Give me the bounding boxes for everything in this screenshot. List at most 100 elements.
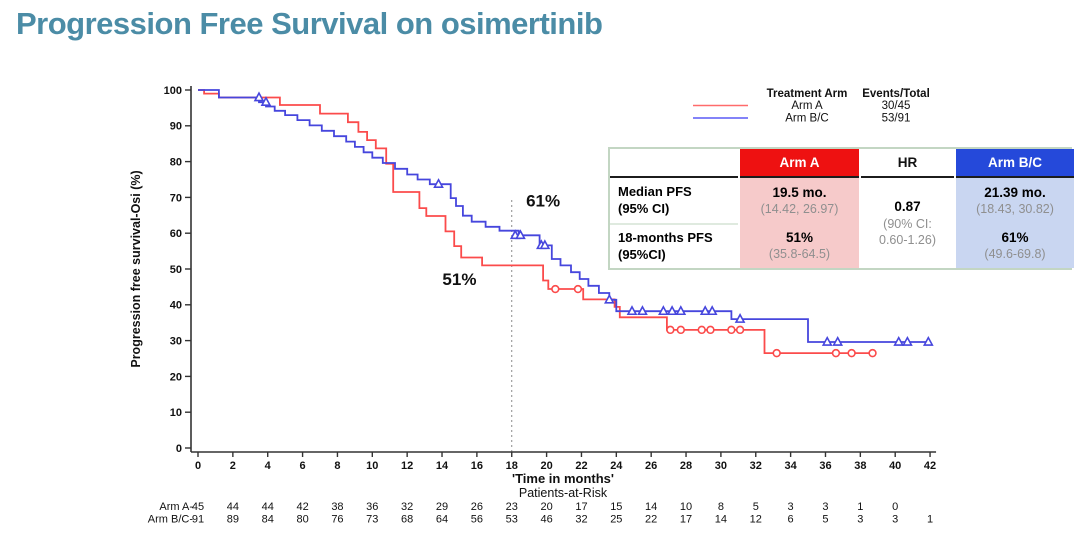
y-tick-label: 50 (170, 264, 182, 276)
x-tick-label: 30 (715, 460, 727, 472)
stats-median-arm-bc: 21.39 mo. (18.43, 30.82) (956, 178, 1074, 223)
risk-count: 68 (401, 514, 413, 526)
pfs18-arm-a-ci: (35.8-64.5) (768, 247, 831, 262)
median-arm-bc-value: 21.39 mo. (984, 184, 1046, 200)
y-tick-label: 0 (176, 443, 182, 455)
risk-count: 42 (296, 501, 308, 513)
censor-mark-arm-bc (637, 305, 648, 316)
risk-count: 32 (401, 501, 413, 513)
risk-count: 15 (610, 501, 622, 513)
censor-mark-arm-a (868, 348, 877, 358)
legend-header-treatment-arm: Treatment Arm (767, 88, 848, 100)
stats-hr-cell: 0.87 (90% CI: 0.60-1.26) (861, 178, 954, 268)
risk-count: 10 (680, 501, 692, 513)
legend-header-events-total: Events/Total (862, 88, 930, 100)
annotation-61pct: 61% (526, 191, 560, 210)
censor-mark-arm-bc (832, 335, 844, 346)
risk-count: 44 (262, 501, 274, 513)
risk-count: 29 (436, 501, 448, 513)
censor-mark-arm-bc (699, 305, 711, 316)
censor-mark-arm-a (831, 348, 841, 358)
risk-count: 56 (471, 514, 483, 526)
risk-table-title: Patients-at-Risk (519, 486, 608, 500)
censor-mark-arm-bc (821, 335, 833, 346)
risk-count: 3 (857, 514, 863, 526)
pfs18-arm-bc-value: 61% (1001, 229, 1029, 245)
pfs18-label-line1: 18-months PFS (618, 229, 713, 245)
stats-header-arm-bc: Arm B/C (956, 149, 1074, 178)
y-tick-label: 10 (170, 407, 182, 419)
x-tick-label: 10 (366, 460, 378, 472)
stats-18mo-arm-a: 51% (35.8-64.5) (740, 223, 859, 268)
risk-count: 91 (192, 514, 204, 526)
censor-mark-arm-a (847, 348, 856, 358)
stats-row-18mo-label: 18-months PFS (95%CI) (610, 223, 738, 268)
x-tick-label: 22 (575, 460, 587, 472)
censor-mark-arm-a (666, 325, 675, 335)
stats-header-hr: HR (861, 149, 954, 178)
risk-count: 80 (296, 514, 308, 526)
risk-count: 23 (506, 501, 518, 513)
x-tick-label: 12 (401, 460, 413, 472)
censor-mark-arm-a (727, 325, 736, 335)
x-tick-label: 14 (436, 460, 449, 472)
x-tick-label: 4 (265, 460, 272, 472)
pfs18-arm-bc-ci: (49.6-69.8) (984, 247, 1046, 262)
risk-count: 46 (540, 514, 552, 526)
censor-mark-arm-a (551, 284, 560, 294)
risk-count: 73 (366, 514, 378, 526)
risk-count: 36 (366, 501, 378, 513)
risk-count: 25 (610, 514, 622, 526)
pfs18-label-line2: (95%CI) (618, 246, 666, 262)
censor-mark-arm-a (573, 284, 583, 294)
y-tick-label: 90 (170, 121, 182, 133)
pfs18-arm-a-value: 51% (785, 229, 814, 245)
risk-count: 17 (680, 514, 692, 526)
censor-mark-arm-bc (734, 313, 746, 323)
risk-row-label: Arm A- (159, 501, 193, 513)
risk-count: 3 (892, 514, 898, 526)
risk-count: 1 (927, 514, 933, 526)
y-tick-label: 40 (170, 300, 182, 312)
median-arm-a-value: 19.5 mo. (772, 184, 827, 200)
risk-count: 32 (575, 514, 587, 526)
censor-mark-arm-bc (260, 96, 272, 106)
risk-count: 22 (645, 514, 657, 526)
risk-count: 84 (262, 514, 274, 526)
risk-count: 8 (718, 501, 724, 513)
risk-count: 6 (788, 514, 794, 526)
censor-mark-arm-bc (922, 335, 934, 346)
legend-events-arm-bc: 53/91 (882, 113, 911, 125)
legend-events-arm-a: 30/45 (882, 100, 911, 112)
censor-mark-arm-bc (902, 335, 913, 346)
risk-count: 53 (506, 514, 518, 526)
censor-mark-arm-bc (893, 335, 905, 346)
risk-count: 64 (436, 514, 448, 526)
risk-count: 17 (575, 501, 587, 513)
y-tick-label: 80 (170, 156, 182, 168)
median-arm-a-ci: (14.42, 26.97) (760, 202, 839, 217)
risk-count: 89 (227, 514, 239, 526)
risk-count: 26 (471, 501, 483, 513)
censor-mark-arm-a (697, 325, 706, 335)
stats-median-arm-a: 19.5 mo. (14.42, 26.97) (740, 178, 859, 223)
risk-count: 45 (192, 501, 204, 513)
censor-mark-arm-a (706, 325, 715, 335)
x-tick-label: 40 (889, 460, 901, 472)
y-tick-label: 70 (170, 192, 182, 204)
x-tick-label: 0 (195, 460, 201, 472)
stats-table: Arm A HR Arm B/C Median PFS (95% CI) 19.… (608, 147, 1074, 270)
hr-ci-line1: (90% CI: (883, 216, 932, 231)
risk-row-label: Arm B/C- (148, 514, 194, 526)
x-tick-label: 26 (645, 460, 657, 472)
risk-count: 14 (645, 501, 657, 513)
annotation-51pct: 51% (442, 270, 476, 289)
x-tick-label: 8 (334, 460, 340, 472)
censor-mark-arm-bc (604, 293, 615, 304)
median-pfs-label-line2: (95% CI) (618, 200, 670, 216)
stats-18mo-arm-bc: 61% (49.6-69.8) (956, 223, 1074, 268)
risk-count: 12 (750, 514, 762, 526)
censor-mark-arm-a (772, 348, 781, 358)
